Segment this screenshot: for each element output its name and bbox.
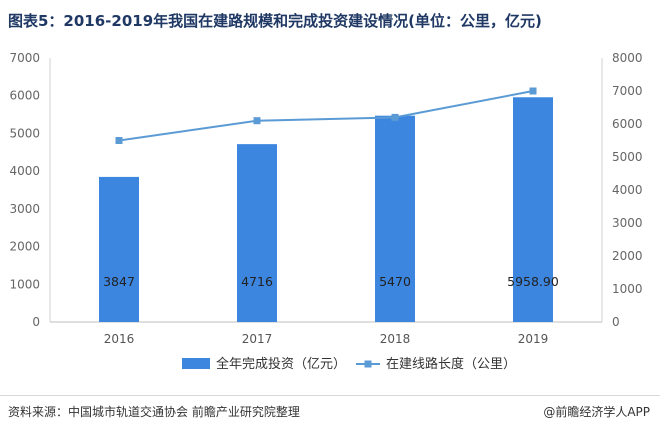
right-tick-label: 4000 — [612, 183, 643, 197]
footer-divider — [0, 395, 660, 396]
right-tick-label: 7000 — [612, 84, 643, 98]
x-axis: 2016 2017 2018 2019 — [50, 321, 602, 346]
right-y-axis: 0 1000 2000 3000 4000 5000 6000 7000 8000 — [601, 51, 643, 329]
legend-line-label: 在建线路长度（公里） — [386, 356, 516, 372]
line-marker — [391, 113, 399, 121]
left-y-axis: 0 1000 2000 3000 4000 5000 6000 7000 — [9, 51, 51, 329]
right-tick-label: 3000 — [612, 216, 643, 230]
x-tick-label: 2019 — [518, 332, 549, 346]
left-tick-label: 7000 — [9, 51, 40, 65]
legend-bar-label: 全年完成投资（亿元） — [216, 356, 346, 372]
legend-line-marker — [364, 360, 372, 368]
left-tick-label: 0 — [32, 315, 40, 329]
x-tick-label: 2018 — [380, 332, 411, 346]
right-tick-label: 2000 — [612, 249, 643, 263]
line-series — [115, 87, 537, 144]
right-tick-label: 5000 — [612, 150, 643, 164]
left-tick-label: 6000 — [9, 89, 40, 103]
bar-data-label: 5470 — [379, 274, 411, 289]
chart-title: 图表5：2016-2019年我国在建路规模和完成投资建设情况(单位：公里，亿元) — [8, 12, 542, 30]
bar — [375, 115, 415, 323]
legend-bar-swatch — [182, 358, 210, 369]
right-tick-label: 1000 — [612, 282, 643, 296]
line-marker — [115, 137, 123, 144]
right-tick-label: 6000 — [612, 117, 643, 131]
legend: 全年完成投资（亿元） 在建线路长度（公里） — [182, 356, 516, 372]
bar-series — [99, 97, 553, 323]
credit-note: @前瞻经济学人APP — [543, 405, 650, 419]
bar-data-labels: 3847 4716 5470 5958.90 — [103, 274, 559, 289]
bar — [237, 144, 277, 322]
left-tick-label: 4000 — [9, 164, 40, 178]
bar-data-label: 4716 — [241, 274, 273, 289]
line-path — [118, 90, 534, 142]
left-tick-label: 2000 — [9, 240, 40, 254]
right-tick-label: 0 — [612, 315, 620, 329]
line-marker — [529, 87, 537, 95]
x-tick-label: 2017 — [242, 332, 273, 346]
left-tick-label: 1000 — [9, 277, 40, 291]
chart: 0 1000 2000 3000 4000 5000 6000 7000 0 1000 2000 3… — [9, 51, 643, 372]
x-tick-label: 2016 — [104, 332, 135, 346]
source-note: 资料来源：中国城市轨道交通协会 前瞻产业研究院整理 — [8, 405, 300, 419]
bar-data-label: 5958.90 — [507, 274, 559, 289]
bar — [99, 176, 139, 322]
right-tick-label: 8000 — [612, 51, 643, 65]
left-tick-label: 5000 — [9, 126, 40, 140]
bar-data-label: 3847 — [103, 274, 135, 289]
bar — [513, 97, 553, 322]
left-tick-label: 3000 — [9, 202, 40, 216]
line-marker — [253, 117, 261, 125]
